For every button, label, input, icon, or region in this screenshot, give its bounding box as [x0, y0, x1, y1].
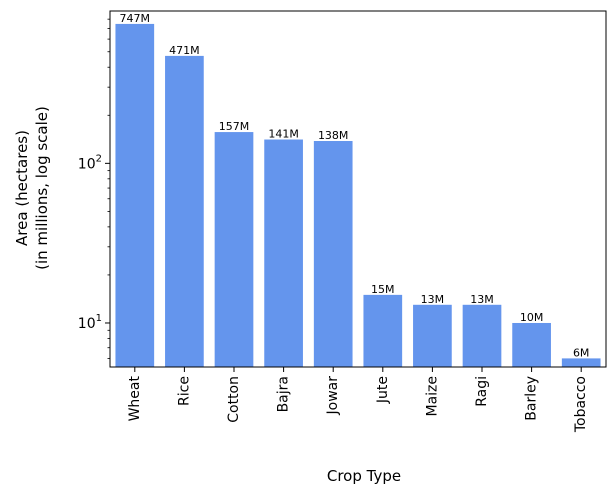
bar-ragi — [462, 304, 502, 367]
x-tick-label-rice: Rice — [176, 376, 192, 406]
x-axis-label: Crop Type — [327, 467, 401, 485]
x-tick-label-tobacco: Tobacco — [573, 376, 589, 433]
data-label-barley: 10M — [520, 311, 544, 324]
data-label-cotton: 157M — [219, 120, 250, 133]
bar-jute — [363, 294, 403, 367]
data-label-jowar: 138M — [318, 129, 349, 142]
data-label-maize: 13M — [421, 293, 445, 306]
x-tick-label-barley: Barley — [524, 376, 540, 421]
bars-layer — [115, 23, 601, 368]
data-label-bajra: 141M — [268, 128, 299, 141]
x-tick-label-jute: Jute — [375, 376, 391, 404]
axes-layer: Wheat Rice Cotton Bajra Jowar Jute Maize Ragi Ba… — [78, 10, 607, 433]
bar-jowar — [313, 141, 353, 367]
x-tick-label-ragi: Ragi — [474, 376, 490, 407]
bar-wheat — [115, 23, 155, 367]
bar-cotton — [214, 132, 254, 367]
bar-bajra — [264, 139, 303, 367]
bar-tobacco — [561, 358, 601, 367]
bar-rice — [165, 55, 204, 368]
y-axis-label-line-2: (in millions, log scale) — [33, 106, 51, 270]
data-labels-layer: 747M 471M 157M 141M 138M 15M 13M 13M 10M 6M — [120, 12, 590, 359]
x-tick-label-cotton: Cotton — [226, 376, 242, 423]
y-tick-label-10: 101 — [78, 313, 102, 332]
y-axis-label-line-1: Area (hectares) — [13, 130, 31, 246]
x-tick-label-bajra: Bajra — [276, 376, 292, 412]
plot-frame — [109, 10, 607, 368]
data-label-ragi: 13M — [470, 293, 494, 306]
data-label-tobacco: 6M — [573, 346, 590, 359]
bar-maize — [413, 304, 452, 367]
x-tick-label-jowar: Jowar — [325, 376, 341, 416]
data-label-rice: 471M — [169, 44, 200, 57]
x-tick-label-wheat: Wheat — [127, 375, 143, 421]
data-label-jute: 15M — [371, 283, 395, 296]
y-tick-label-100: 102 — [78, 153, 102, 172]
data-label-wheat: 747M — [120, 12, 151, 25]
bar-barley — [512, 322, 551, 367]
x-tick-label-maize: Maize — [424, 376, 440, 417]
